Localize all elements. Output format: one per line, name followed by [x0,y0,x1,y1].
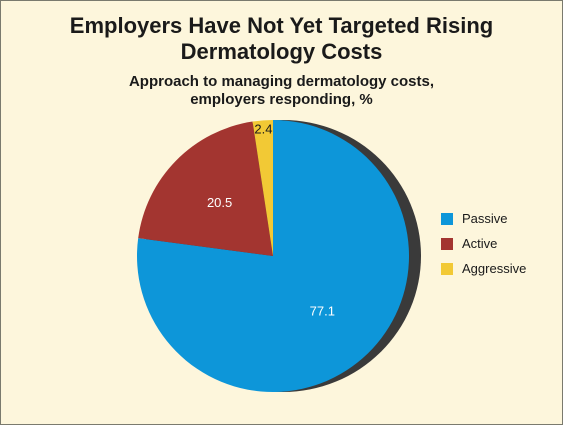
data-label-active: 20.5 [207,195,232,210]
legend-label-passive: Passive [462,211,508,226]
slice-active [138,121,273,256]
legend: Passive Active Aggressive [441,206,526,281]
chart-title: Employers Have Not Yet Targeted Rising D… [1,13,562,65]
legend-swatch-aggressive [441,262,453,275]
data-label-passive: 77.1 [310,304,335,319]
legend-label-aggressive: Aggressive [462,261,527,276]
data-label-aggressive: 2.4 [254,121,272,136]
legend-swatch-passive [441,212,453,225]
legend-item-aggressive: Aggressive [441,256,526,281]
title-line-2: Dermatology Costs [180,39,383,64]
slice-aggressive [252,120,273,256]
legend-item-active: Active [441,231,526,256]
title-line-1: Employers Have Not Yet Targeted Rising [69,13,494,38]
legend-item-passive: Passive [441,206,526,231]
subtitle-line-1: Approach to managing dermatology costs, [128,73,435,90]
legend-swatch-active [441,237,453,250]
legend-label-active: Active [462,236,498,251]
subtitle-line-2: employers responding, % [190,91,373,108]
chart-subtitle: Approach to managing dermatology costs, … [1,73,562,109]
